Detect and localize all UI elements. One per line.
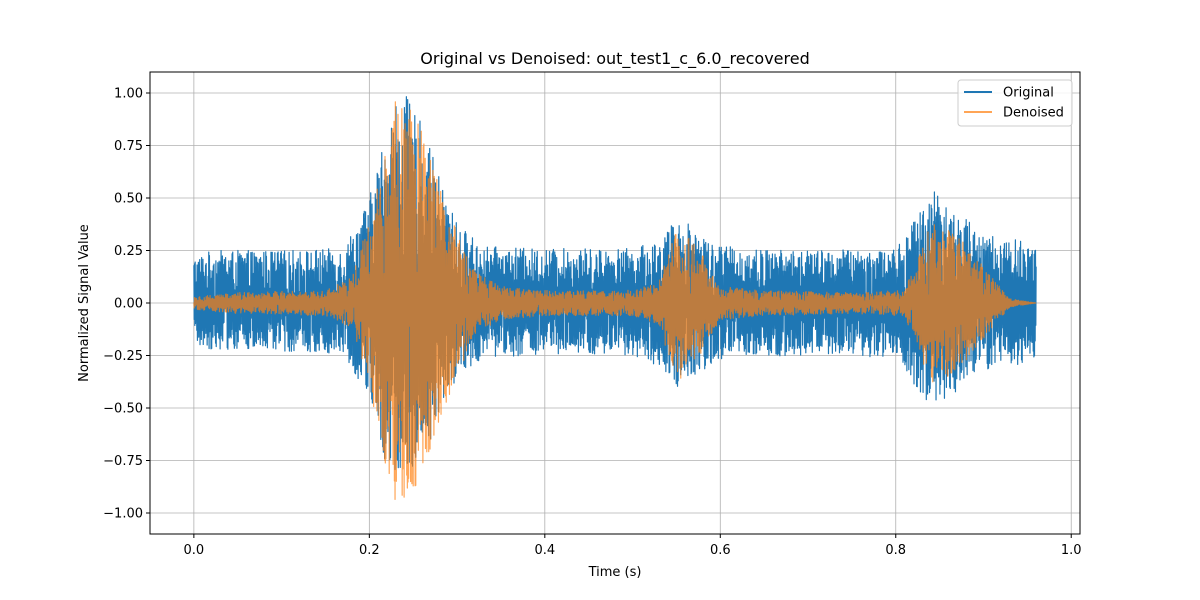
y-tick-label: 0.75 <box>114 139 143 154</box>
legend-label-original: Original <box>1003 86 1054 101</box>
y-tick-label: −1.00 <box>103 507 143 522</box>
x-tick-label: 0.8 <box>885 543 906 558</box>
x-tick-label: 0.0 <box>184 543 205 558</box>
x-tick-label: 0.2 <box>359 543 380 558</box>
series-line-denoised <box>193 101 1037 500</box>
series-line-original <box>193 96 1037 471</box>
y-tick-label: 0.25 <box>114 244 143 259</box>
ticks-layer: 0.0 0.2 0.4 0.6 0.8 1.0 1.00 0.75 0.50 0.25 0.00 −0… <box>103 87 1081 559</box>
y-tick-label: −0.75 <box>103 454 143 469</box>
y-tick-label: 0.00 <box>114 297 143 312</box>
x-axis-title: Time (s) <box>588 565 642 580</box>
x-tick-label: 0.4 <box>534 543 555 558</box>
chart-title: Original vs Denoised: out_test1_c_6.0_re… <box>420 49 809 69</box>
y-tick-label: −0.25 <box>103 349 143 364</box>
y-tick-label: −0.50 <box>103 402 143 417</box>
x-tick-label: 0.6 <box>710 543 731 558</box>
legend-label-denoised: Denoised <box>1003 106 1064 121</box>
legend: Original Denoised <box>957 79 1073 127</box>
series-layer <box>193 96 1037 500</box>
y-tick-label: 0.50 <box>114 192 143 207</box>
x-tick-label: 1.0 <box>1061 543 1082 558</box>
y-tick-label: 1.00 <box>114 87 143 102</box>
y-axis-title: Normalized Signal Value <box>77 224 92 382</box>
